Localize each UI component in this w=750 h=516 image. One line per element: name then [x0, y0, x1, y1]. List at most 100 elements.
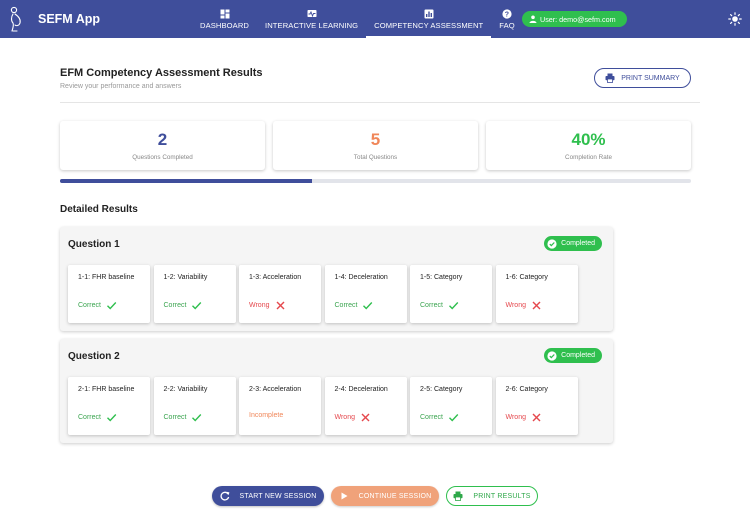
answer-card[interactable]: 2-6: Category Wrong — [495, 377, 578, 435]
answer-status-text: Correct — [420, 302, 443, 309]
continue-session-label: CONTINUE SESSION — [358, 492, 432, 500]
answer-status-text: Correct — [163, 302, 187, 309]
nav-faq-label: FAQ — [499, 20, 515, 30]
answers-list: 1-1: FHR baseline Correct 1-2: Variability… — [68, 265, 581, 323]
stat-completion-rate: 40% Completion Rate — [486, 121, 691, 170]
answer-status-text: Wrong — [334, 414, 356, 421]
answer-status: Wrong — [335, 412, 372, 423]
stat-value: 2 — [157, 130, 168, 149]
app-title: SEFM App — [38, 12, 101, 26]
answer-label: 2-2: Variability — [163, 386, 208, 393]
stat-label: Total Questions — [353, 154, 398, 161]
question-panel-1: Question 1 Completed 1-1: FHR baseline Co… — [60, 227, 613, 331]
check-circle-icon — [547, 238, 557, 249]
answer-card[interactable]: 1-1: FHR baseline Correct — [68, 265, 150, 323]
answer-status: Correct — [420, 412, 459, 423]
print-results-button[interactable]: PRINT RESULTS — [446, 486, 538, 506]
continue-session-button[interactable]: CONTINUE SESSION — [331, 486, 439, 506]
answer-label: 1-2: Variability — [163, 274, 208, 281]
nav-competency-assessment[interactable]: COMPETENCY ASSESSMENT — [366, 0, 492, 38]
monitor-chart-icon — [307, 9, 317, 17]
answer-status-text: Wrong — [505, 414, 527, 421]
answer-status-text: Wrong — [505, 302, 527, 309]
stat-value: 40% — [571, 130, 606, 149]
answer-status-text: Wrong — [249, 302, 270, 309]
answer-status: Correct — [164, 300, 203, 311]
print-results-label: PRINT RESULTS — [473, 492, 531, 500]
progress-fill — [60, 179, 313, 183]
answer-card[interactable]: 1-5: Category Correct — [410, 265, 492, 323]
answer-card[interactable]: 2-1: FHR baseline Correct — [68, 377, 150, 435]
assessment-icon — [424, 9, 434, 18]
checkmark-icon — [192, 414, 202, 422]
answer-label: 2-5: Category — [420, 386, 463, 393]
answer-label: 1-4: Deceleration — [334, 274, 388, 281]
page-title: EFM Competency Assessment Results — [60, 67, 263, 79]
answer-card[interactable]: 2-3: Acceleration Incomplete — [239, 377, 321, 435]
detailed-results-title: Detailed Results — [60, 204, 138, 215]
checkmark-icon — [106, 414, 117, 422]
nav-interactive-learning[interactable]: INTERACTIVE LEARNING — [257, 0, 366, 38]
pregnancy-logo-icon — [10, 6, 21, 32]
page-subtitle: Review your performance and answers — [60, 83, 182, 90]
theme-toggle-icon[interactable] — [728, 12, 742, 26]
print-summary-label: PRINT SUMMARY — [621, 74, 680, 82]
help-icon: ? — [502, 8, 512, 19]
check-circle-icon — [547, 350, 557, 361]
print-summary-button[interactable]: PRINT SUMMARY — [594, 68, 691, 88]
header-divider — [60, 102, 700, 103]
answer-label: 1-3: Acceleration — [249, 274, 302, 281]
cross-icon — [276, 301, 284, 310]
printer-icon — [453, 491, 463, 501]
answer-label: 1-5: Category — [420, 274, 463, 281]
stat-value: 5 — [370, 130, 381, 149]
nav-faq[interactable]: ? FAQ — [491, 0, 523, 38]
answer-status-text: Correct — [334, 302, 358, 309]
checkmark-icon — [192, 302, 202, 310]
answer-label: 2-6: Category — [505, 386, 548, 393]
checkmark-icon — [448, 414, 459, 422]
user-icon — [529, 15, 537, 23]
printer-icon — [605, 73, 615, 83]
play-icon — [341, 492, 348, 500]
brand[interactable]: SEFM App — [8, 0, 100, 38]
completed-badge-label: Completed — [561, 352, 595, 359]
nav-competency-assessment-label: COMPETENCY ASSESSMENT — [374, 20, 484, 30]
main-nav: DASHBOARD INTERACTIVE LEARNING COMPETENC… — [192, 0, 523, 38]
answer-label: 2-4: Deceleration — [334, 386, 388, 393]
nav-interactive-learning-label: INTERACTIVE LEARNING — [265, 20, 359, 30]
completed-badge: Completed — [544, 236, 602, 251]
cross-icon — [361, 413, 370, 422]
start-new-session-button[interactable]: START NEW SESSION — [212, 486, 324, 506]
answer-card[interactable]: 2-5: Category Correct — [410, 377, 492, 435]
answer-status-text: Correct — [420, 414, 443, 421]
stat-label: Completion Rate — [565, 154, 612, 161]
checkmark-icon — [106, 302, 117, 310]
answer-status: Correct — [78, 300, 117, 311]
user-chip[interactable]: User: demo@sefm.com — [522, 11, 627, 27]
answer-card[interactable]: 1-6: Category Wrong — [495, 265, 578, 323]
answer-status: Wrong — [249, 300, 286, 311]
stat-total-questions: 5 Total Questions — [273, 121, 478, 170]
nav-dashboard[interactable]: DASHBOARD — [192, 0, 257, 38]
answer-status: Correct — [164, 412, 203, 423]
user-label: User: demo@sefm.com — [540, 14, 616, 24]
answer-label: 1-1: FHR baseline — [78, 274, 135, 281]
checkmark-icon — [363, 302, 373, 310]
nav-dashboard-label: DASHBOARD — [200, 20, 250, 30]
question-panel-2: Question 2 Completed 2-1: FHR baseline Co… — [60, 339, 613, 443]
answer-status-text: Correct — [163, 414, 187, 421]
completed-badge-label: Completed — [561, 240, 595, 247]
answer-card[interactable]: 2-4: Deceleration Wrong — [324, 377, 407, 435]
answer-status-text: Incomplete — [249, 412, 284, 419]
dashboard-icon — [220, 9, 229, 18]
answers-list: 2-1: FHR baseline Correct 2-2: Variability… — [68, 377, 581, 435]
svg-text:?: ? — [505, 11, 509, 18]
answer-card[interactable]: 1-3: Acceleration Wrong — [239, 265, 321, 323]
refresh-icon — [220, 491, 229, 501]
answer-card[interactable]: 2-2: Variability Correct — [153, 377, 236, 435]
answer-card[interactable]: 1-2: Variability Correct — [153, 265, 236, 323]
question-title: Question 1 — [68, 239, 120, 250]
cross-icon — [532, 301, 541, 310]
answer-card[interactable]: 1-4: Deceleration Correct — [324, 265, 407, 323]
